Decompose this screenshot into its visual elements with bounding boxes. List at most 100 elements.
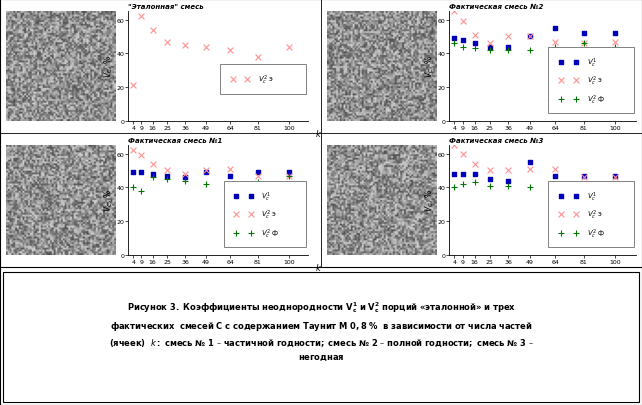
Text: Фактическая смесь №2: Фактическая смесь №2 <box>449 4 544 10</box>
Text: $V_c^1$: $V_c^1$ <box>587 57 597 70</box>
Point <box>253 173 263 179</box>
Point <box>123 251 133 258</box>
Y-axis label: $V_C$, %: $V_C$, % <box>103 189 115 212</box>
Text: $V_c^2$ э: $V_c^2$ э <box>587 75 603 87</box>
Y-axis label: $V_C$, %: $V_C$, % <box>103 55 115 78</box>
Text: "Эталонная" смесь: "Эталонная" смесь <box>128 4 204 10</box>
Text: Фактическая смесь №3: Фактическая смесь №3 <box>449 138 544 144</box>
Point <box>449 9 460 15</box>
Text: Фактическая смесь №1: Фактическая смесь №1 <box>128 138 223 144</box>
Point <box>225 166 236 173</box>
Point <box>611 181 621 188</box>
Point <box>136 169 146 176</box>
Text: $V_c^2$ э: $V_c^2$ э <box>261 208 277 221</box>
Point <box>550 173 560 179</box>
Point <box>458 171 468 178</box>
Point <box>578 31 589 37</box>
Point <box>162 168 173 174</box>
Point <box>469 41 480 47</box>
Point <box>469 32 480 39</box>
Point <box>136 14 146 20</box>
Point <box>123 117 133 124</box>
Point <box>253 179 263 186</box>
Point <box>449 171 460 178</box>
Point <box>162 176 173 183</box>
Point <box>503 34 513 40</box>
Point <box>284 173 294 179</box>
Point <box>444 117 454 124</box>
Point <box>162 39 173 46</box>
Text: $V_c^2$ э: $V_c^2$ э <box>587 208 603 221</box>
Point <box>525 48 535 54</box>
Point <box>550 39 560 46</box>
Point <box>449 185 460 191</box>
Point <box>449 143 460 149</box>
Point <box>123 252 133 258</box>
Point <box>578 175 589 181</box>
Point <box>123 252 133 258</box>
Point <box>503 178 513 184</box>
Point <box>485 176 495 183</box>
Point <box>449 36 460 42</box>
Point <box>444 251 454 258</box>
Point <box>469 179 480 186</box>
Text: $k$: $k$ <box>315 262 322 273</box>
FancyBboxPatch shape <box>223 182 306 247</box>
Point <box>611 173 621 179</box>
Text: $V_c^1$: $V_c^1$ <box>261 190 272 204</box>
Point <box>503 168 513 174</box>
Point <box>148 161 158 168</box>
Point <box>578 41 589 47</box>
Point <box>485 41 495 47</box>
Point <box>611 175 621 181</box>
Point <box>201 44 211 51</box>
Text: $V_c^2$ ф: $V_c^2$ ф <box>587 227 605 240</box>
FancyBboxPatch shape <box>3 273 639 402</box>
Point <box>611 44 621 51</box>
Point <box>444 252 454 258</box>
Point <box>123 251 133 258</box>
Point <box>180 175 190 181</box>
Point <box>458 151 468 158</box>
Point <box>550 44 560 51</box>
Point <box>444 251 454 258</box>
Text: $V_c^2$ ф: $V_c^2$ ф <box>587 94 605 107</box>
Point <box>128 83 139 90</box>
Point <box>458 181 468 188</box>
Y-axis label: $V_C$, %: $V_C$, % <box>424 55 436 78</box>
Point <box>180 178 190 184</box>
Point <box>253 169 263 176</box>
Point <box>123 117 133 124</box>
Text: $V_c^1$: $V_c^1$ <box>587 190 597 204</box>
Point <box>469 46 480 52</box>
Point <box>444 117 454 124</box>
Point <box>449 41 460 47</box>
Point <box>485 168 495 174</box>
Point <box>611 31 621 37</box>
Point <box>136 188 146 194</box>
Point <box>525 185 535 191</box>
Point <box>444 117 454 124</box>
Point <box>469 161 480 168</box>
Point <box>444 118 454 124</box>
Point <box>485 48 495 54</box>
Point <box>611 39 621 46</box>
Point <box>444 252 454 258</box>
Point <box>550 166 560 173</box>
Point <box>550 26 560 32</box>
FancyBboxPatch shape <box>220 65 306 95</box>
Point <box>136 153 146 159</box>
Point <box>253 54 263 61</box>
Point <box>225 183 236 190</box>
Point <box>525 166 535 173</box>
Point <box>201 169 211 176</box>
Point <box>128 185 139 191</box>
Point <box>180 43 190 49</box>
Point <box>162 173 173 179</box>
Point <box>123 251 133 258</box>
Text: $V_c^2$ ф: $V_c^2$ ф <box>261 227 280 240</box>
Point <box>180 171 190 178</box>
Point <box>469 171 480 178</box>
Point <box>284 44 294 51</box>
Point <box>148 28 158 34</box>
